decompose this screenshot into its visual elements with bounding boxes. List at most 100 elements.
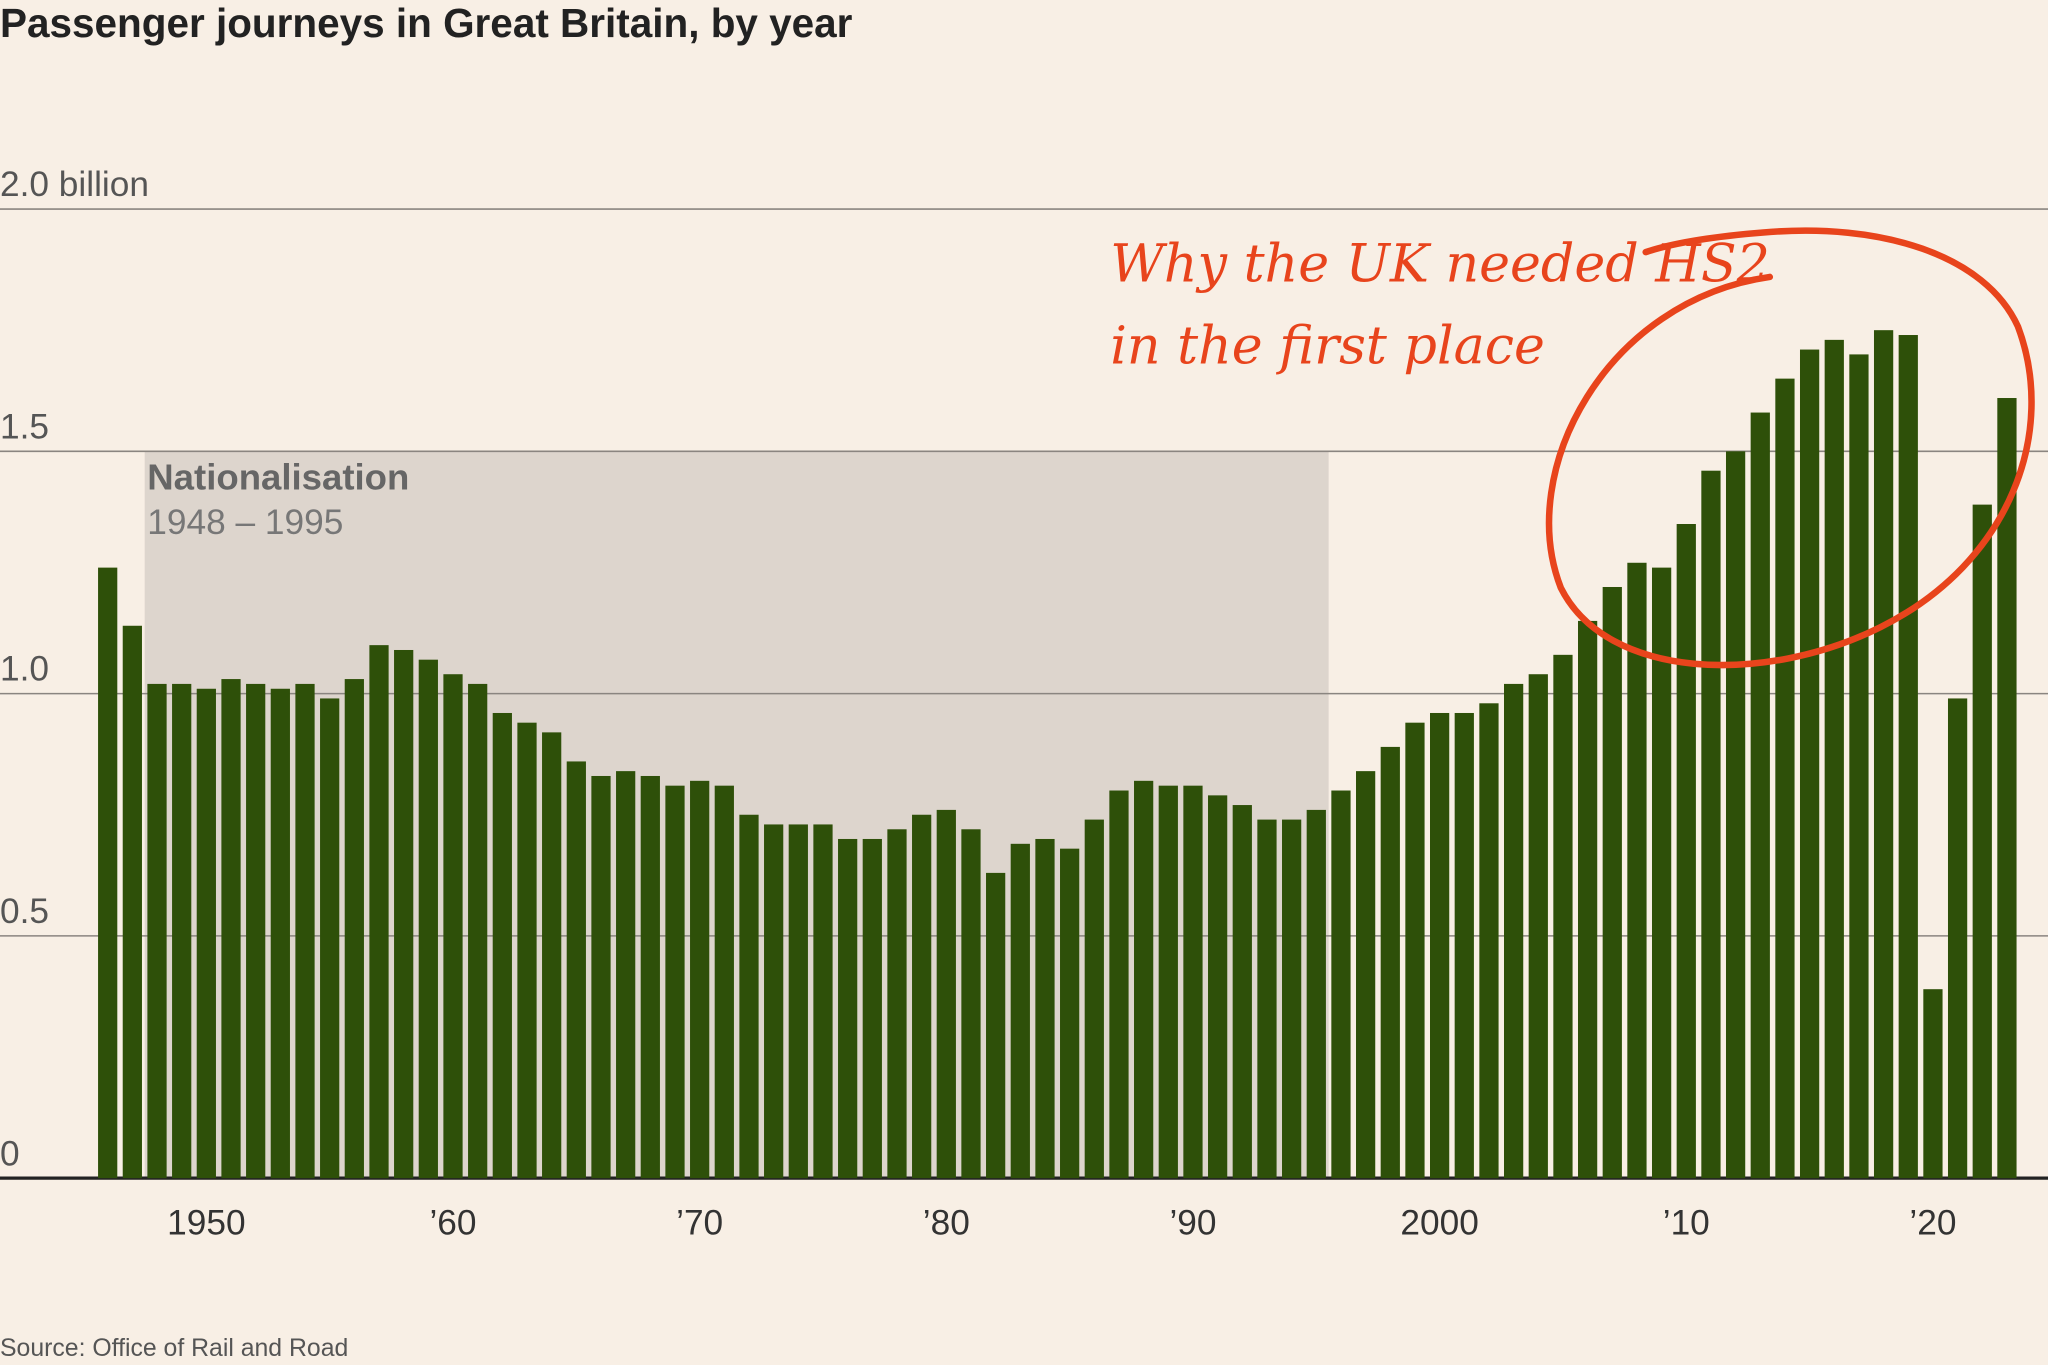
y-tick-label: 0	[0, 1134, 20, 1173]
bar	[147, 683, 167, 1179]
shade-layer	[144, 451, 1329, 1179]
annotation-text: Why the UK needed HS2	[1110, 234, 1770, 294]
bar	[1430, 712, 1450, 1179]
bar	[369, 645, 389, 1179]
bar	[172, 683, 192, 1179]
bar	[1553, 654, 1573, 1179]
bar	[1158, 785, 1178, 1179]
source: Source: Office of Rail and Road	[0, 1335, 348, 1362]
bar	[1972, 504, 1992, 1179]
bar	[1799, 349, 1820, 1179]
bar	[1651, 567, 1672, 1179]
bar	[665, 785, 685, 1179]
bar	[1725, 451, 1746, 1179]
bar	[887, 829, 907, 1179]
bar	[690, 780, 710, 1179]
bar	[1504, 683, 1524, 1179]
x-tick-label: ’90	[1169, 1204, 1216, 1243]
x-tick-label: 2000	[1400, 1204, 1478, 1243]
bar	[344, 679, 364, 1179]
bar	[1873, 330, 1894, 1179]
bar	[1947, 698, 1968, 1179]
bar	[1035, 838, 1055, 1179]
bar	[1208, 795, 1228, 1179]
y-tick-label: 0.5	[0, 892, 49, 931]
bar	[1356, 771, 1376, 1179]
bar	[320, 698, 340, 1179]
x-tick-label: ’20	[1909, 1204, 1956, 1243]
y-tick-label: 1.0	[0, 650, 49, 689]
bar	[246, 683, 266, 1179]
bar	[1602, 586, 1622, 1179]
bar	[813, 824, 833, 1179]
bar	[517, 722, 537, 1179]
bar	[1306, 809, 1326, 1179]
bar	[1405, 722, 1425, 1179]
bar	[1134, 780, 1154, 1179]
x-tick-label: ’70	[676, 1204, 723, 1243]
bar	[912, 814, 932, 1179]
bar	[295, 683, 315, 1179]
bar	[591, 775, 611, 1179]
bar	[1331, 790, 1351, 1179]
bar	[1109, 790, 1129, 1179]
annotation-circle	[1545, 227, 2035, 669]
bar	[98, 567, 118, 1179]
bar	[443, 674, 463, 1179]
bar	[1577, 620, 1598, 1179]
bar	[566, 761, 586, 1179]
x-tick-label: 1950	[167, 1204, 245, 1243]
bar	[1627, 562, 1647, 1179]
bar	[936, 809, 956, 1179]
bar	[1775, 378, 1795, 1179]
shade-sublabel: 1948 – 1995	[147, 503, 343, 542]
bar	[1183, 785, 1203, 1179]
bar	[986, 872, 1006, 1179]
bar	[1750, 412, 1770, 1179]
bar	[616, 771, 636, 1179]
chart-title: Passenger journeys in Great Britain, by …	[0, 0, 853, 46]
shade-band	[144, 451, 1329, 1179]
bar	[1528, 674, 1548, 1179]
x-tick-label: ’60	[429, 1204, 476, 1243]
bar	[1997, 398, 2017, 1179]
y-tick-label: 2.0 billion	[0, 165, 149, 204]
bar	[838, 838, 858, 1179]
bar	[418, 659, 438, 1179]
bar	[1454, 712, 1474, 1179]
bar	[196, 688, 216, 1179]
bar	[640, 775, 660, 1179]
bar	[1701, 470, 1721, 1179]
bar	[1479, 703, 1499, 1179]
x-tick-label: ’80	[923, 1204, 970, 1243]
bar	[764, 824, 784, 1179]
bar	[1849, 354, 1869, 1179]
bar	[1282, 819, 1302, 1179]
bar	[1923, 989, 1943, 1179]
bar	[542, 732, 562, 1179]
x-tick-label: ’10	[1663, 1204, 1710, 1243]
bar	[1898, 335, 1918, 1179]
bar	[739, 814, 759, 1179]
bar-layer	[98, 330, 2017, 1179]
bar	[961, 829, 981, 1179]
bar	[862, 838, 882, 1179]
bar	[1824, 339, 1844, 1179]
shade-label: Nationalisation	[147, 457, 409, 498]
y-tick-label: 1.5	[0, 407, 49, 446]
bar	[1380, 746, 1400, 1179]
bar	[1060, 848, 1080, 1179]
bar	[1232, 805, 1252, 1179]
bar	[270, 688, 290, 1179]
bar	[122, 625, 142, 1179]
bar	[468, 683, 488, 1179]
annotation-text: in the first place	[1110, 317, 1545, 377]
bar	[492, 712, 512, 1179]
bar	[1676, 524, 1696, 1179]
bar	[221, 679, 241, 1179]
bar	[788, 824, 808, 1179]
bar	[394, 649, 414, 1179]
bar	[714, 785, 734, 1179]
bar	[1084, 819, 1104, 1179]
